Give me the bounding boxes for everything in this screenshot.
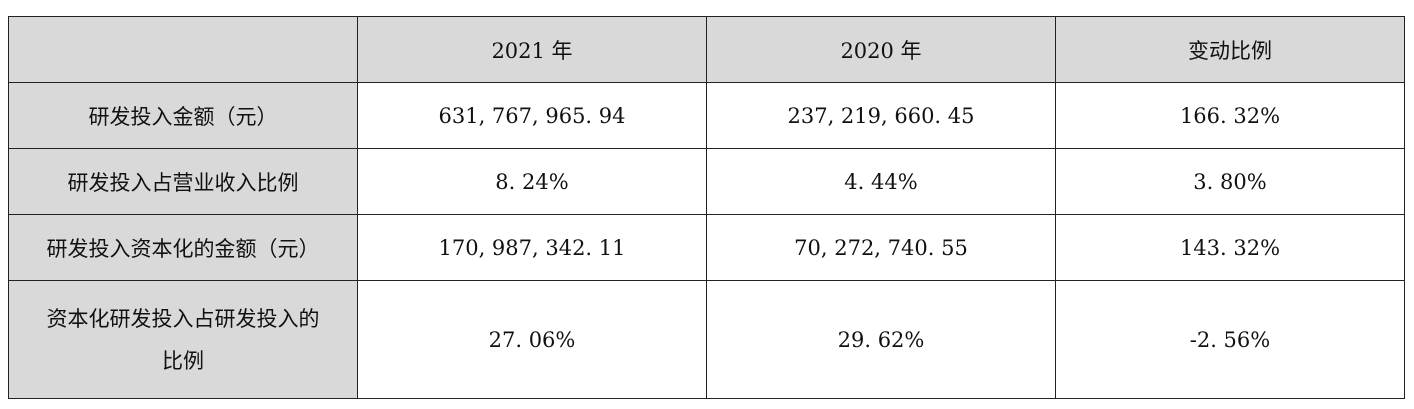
cell: 166. 32% [1055,82,1405,149]
cell-text: 27. 06% [488,327,576,352]
header-cell: 变动比例 [1055,16,1405,83]
cell: -2. 56% [1055,280,1405,399]
cell: 237, 219, 660. 45 [706,82,1056,149]
data-row: 研发投入金额（元） 631, 767, 965. 94 237, 219, 660.… [8,82,1405,149]
data-row: 研发投入占营业收入比例 8. 24% 4. 44% 3. 80% [8,148,1405,215]
row-label: 研发投入占营业收入比例 [8,148,358,215]
data-row: 资本化研发投入占研发投入的比例 27. 06% 29. 62% -2. 56% [8,280,1405,399]
cell: 170, 987, 342. 11 [357,214,707,281]
cell-text: 631, 767, 965. 94 [438,103,626,128]
rd-table: 2021 年 2020 年变动比例研发投入金额（元） 631, 767, 965. … [8,16,1405,399]
cell-text: 166. 32% [1179,103,1281,128]
cell-text: 3. 80% [1193,169,1267,194]
cell-text: 资本化研发投入占研发投入的比例 [46,306,320,373]
cell-text: 研发投入金额（元） [88,104,278,129]
header-cell: 2021 年 [357,16,707,83]
row-label: 资本化研发投入占研发投入的比例 [8,280,358,399]
header-row: 2021 年 2020 年变动比例 [8,16,1405,83]
cell: 27. 06% [357,280,707,399]
cell-text: 4. 44% [844,169,918,194]
cell-text: -2. 56% [1189,327,1271,352]
cell-text: 143. 32% [1179,235,1281,260]
cell-text: 29. 62% [837,327,925,352]
row-label: 研发投入金额（元） [8,82,358,149]
cell-text: 237, 219, 660. 45 [787,103,975,128]
cell-text: 研发投入资本化的金额（元） [46,236,320,261]
header-cell [8,16,358,83]
cell: 3. 80% [1055,148,1405,215]
cell: 4. 44% [706,148,1056,215]
cell-text: 研发投入占营业收入比例 [67,170,299,195]
cell: 29. 62% [706,280,1056,399]
cell-text: 8. 24% [495,169,569,194]
cell: 70, 272, 740. 55 [706,214,1056,281]
data-row: 研发投入资本化的金额（元） 170, 987, 342. 11 70, 272, 7… [8,214,1405,281]
cell: 631, 767, 965. 94 [357,82,707,149]
row-label: 研发投入资本化的金额（元） [8,214,358,281]
cell-text: 170, 987, 342. 11 [438,235,626,260]
cell: 8. 24% [357,148,707,215]
header-cell: 2020 年 [706,16,1056,83]
cell-text: 70, 272, 740. 55 [794,235,968,260]
cell: 143. 32% [1055,214,1405,281]
